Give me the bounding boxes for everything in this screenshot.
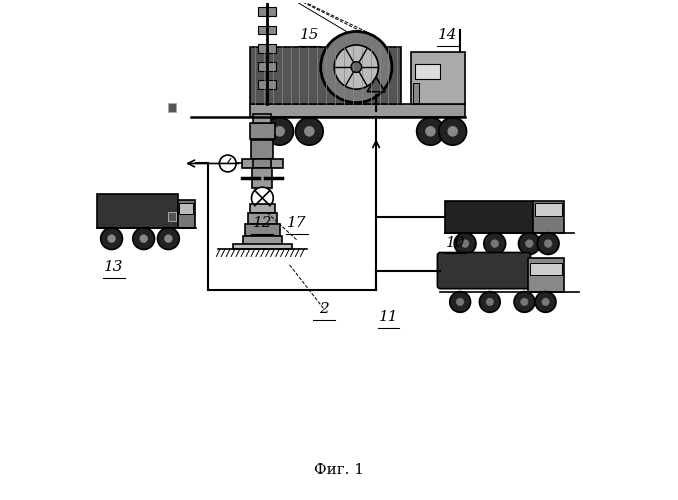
Bar (254, 114, 271, 123)
Bar (258, 44, 276, 52)
Text: 15: 15 (300, 28, 319, 42)
Bar (530, 264, 561, 275)
Bar (250, 123, 275, 138)
Bar (250, 104, 465, 117)
Bar (533, 200, 563, 232)
Circle shape (165, 235, 172, 242)
Circle shape (461, 240, 469, 248)
Circle shape (479, 292, 500, 312)
Bar (179, 204, 193, 214)
Bar (233, 244, 292, 248)
Text: 13: 13 (104, 260, 124, 274)
Text: 2: 2 (319, 302, 329, 316)
Bar (445, 200, 533, 232)
Bar (252, 140, 273, 162)
Bar (241, 158, 283, 168)
Circle shape (426, 126, 435, 136)
Bar (411, 52, 465, 104)
Circle shape (157, 228, 179, 250)
Circle shape (416, 118, 444, 145)
Text: Фиг. 1: Фиг. 1 (314, 463, 364, 477)
Circle shape (537, 232, 559, 254)
Circle shape (544, 240, 552, 248)
Circle shape (296, 118, 323, 145)
Circle shape (542, 298, 549, 306)
Polygon shape (367, 77, 385, 92)
Bar (245, 224, 279, 235)
Bar (168, 212, 176, 220)
Circle shape (448, 126, 458, 136)
Text: 14: 14 (438, 28, 458, 42)
Circle shape (351, 62, 361, 72)
Text: 11: 11 (379, 310, 398, 324)
Circle shape (266, 118, 294, 145)
Circle shape (275, 126, 285, 136)
Bar (415, 64, 441, 80)
Circle shape (220, 155, 236, 172)
Circle shape (439, 118, 466, 145)
Bar (250, 48, 401, 104)
Bar (178, 200, 195, 228)
Circle shape (525, 240, 533, 248)
Bar (258, 62, 276, 71)
Circle shape (535, 292, 556, 312)
Text: 17: 17 (287, 216, 306, 230)
Bar (252, 168, 273, 188)
Circle shape (514, 292, 535, 312)
Circle shape (140, 235, 148, 242)
Circle shape (252, 187, 273, 209)
Circle shape (484, 232, 506, 254)
Bar (250, 204, 275, 213)
Circle shape (521, 298, 528, 306)
Bar (254, 158, 271, 168)
Bar (97, 194, 178, 228)
Bar (413, 84, 418, 103)
Circle shape (321, 32, 392, 102)
Circle shape (108, 235, 115, 242)
Circle shape (450, 292, 471, 312)
Text: 12: 12 (253, 216, 272, 230)
Bar (258, 7, 276, 16)
Text: 10: 10 (445, 236, 465, 250)
Bar (258, 26, 276, 35)
Circle shape (334, 45, 378, 89)
Circle shape (519, 232, 540, 254)
Circle shape (304, 126, 314, 136)
Bar (258, 80, 276, 90)
Circle shape (133, 228, 155, 250)
Circle shape (454, 232, 476, 254)
Bar (243, 236, 282, 248)
Bar (168, 104, 176, 112)
Bar (247, 213, 277, 224)
Bar (527, 258, 563, 292)
Circle shape (491, 240, 498, 248)
Bar (535, 204, 561, 216)
Circle shape (456, 298, 464, 306)
Circle shape (100, 228, 123, 250)
FancyBboxPatch shape (437, 252, 531, 288)
Circle shape (486, 298, 494, 306)
